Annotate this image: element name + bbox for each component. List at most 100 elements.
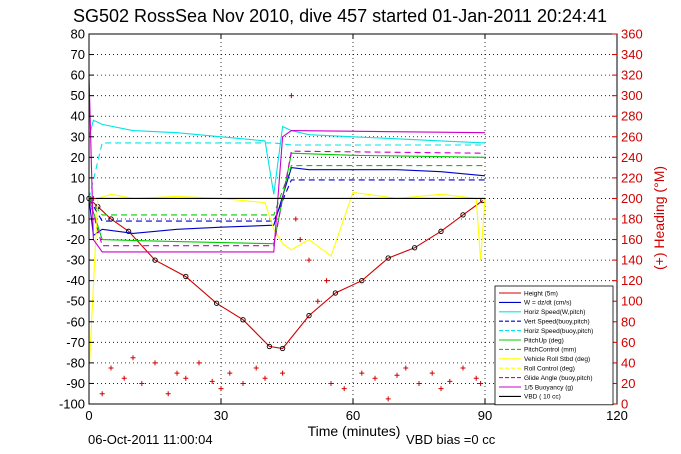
y2-tick-label: 0: [621, 397, 628, 412]
y-tick-label: -60: [66, 314, 85, 329]
heading-marker: [130, 355, 136, 361]
heading-marker: [394, 372, 400, 378]
y2-tick-label: 360: [621, 27, 643, 42]
y-tick-label: -70: [66, 335, 85, 350]
heading-marker: [99, 391, 105, 397]
legend-entry: Horiz Speed(W,pitch): [524, 309, 585, 316]
y2-tick-label: 120: [621, 273, 643, 288]
axis-layer: 0 30 60 90 12080706050403020100-10-20-30-40-…: [59, 27, 643, 424]
series-line-5: [89, 142, 485, 199]
series-line-3: [89, 119, 486, 195]
heading-marker: [174, 370, 180, 376]
heading-marker: [385, 396, 391, 402]
height-marker: [411, 245, 418, 251]
y-tick-label: -50: [66, 294, 85, 309]
heading-marker: [262, 375, 268, 381]
x-tick-label: 120: [606, 408, 628, 423]
heading-marker: [288, 93, 294, 99]
y-tick-label: 60: [71, 68, 85, 83]
y2-tick-label: 260: [621, 129, 643, 144]
height-marker: [279, 345, 286, 352]
heading-marker: [416, 380, 422, 386]
y-tick-label: 30: [71, 129, 85, 144]
y-tick-label: -40: [66, 273, 85, 288]
y2-tick-label: 80: [621, 314, 635, 329]
heading-marker: [306, 257, 312, 263]
series-line-7: [89, 165, 485, 216]
footer-vbd-bias: VBD bias =0 cc: [406, 432, 496, 447]
y2-tick-label: 140: [621, 253, 643, 268]
height-marker: [306, 312, 312, 319]
series-line-1: [89, 197, 484, 350]
heading-marker: [165, 391, 171, 397]
heading-marker: [280, 370, 286, 376]
height-marker: [460, 212, 466, 218]
legend-entry: Height (5m): [524, 290, 558, 297]
heading-marker: [341, 386, 347, 392]
x-tick-label: 60: [346, 408, 360, 423]
y2-tick-label: 240: [621, 150, 643, 165]
y2-tick-label: 100: [621, 294, 643, 309]
y-tick-label: -100: [59, 397, 85, 412]
y-tick-label: 40: [71, 109, 85, 124]
y2-tick-label: 40: [621, 355, 635, 370]
height-marker: [332, 290, 339, 296]
x-tick-label: 0: [85, 408, 92, 423]
heading-marker: [359, 370, 365, 376]
y2-tick-label: 60: [621, 335, 635, 350]
legend-entry: PitchUp (deg): [524, 337, 564, 344]
y-tick-label: 80: [71, 27, 85, 42]
y-tick-label: 70: [71, 47, 85, 62]
y2-tick-label: 280: [621, 109, 643, 124]
heading-marker: [403, 365, 409, 371]
heading-marker: [297, 237, 303, 243]
legend-entry: Vehicle Roll Stbd (deg): [524, 356, 590, 363]
height-marker: [438, 228, 444, 234]
y-tick-label: 50: [71, 88, 85, 103]
series-line-2: [89, 166, 486, 237]
y-tick-label: -90: [66, 376, 85, 391]
heading-layer: [90, 93, 484, 402]
heading-marker: [196, 360, 202, 366]
y2-tick-label: 160: [621, 232, 643, 247]
heading-marker: [473, 375, 479, 381]
legend-entry: W = dz/dt (cm/s): [524, 300, 572, 307]
heading-marker: [447, 378, 453, 384]
heading-marker: [139, 380, 145, 386]
y-tick-label: 10: [71, 170, 85, 185]
heading-marker: [152, 360, 158, 366]
heading-marker: [328, 380, 334, 386]
chart-title: SG502 RossSea Nov 2010, dive 457 started…: [73, 6, 607, 26]
legend-box: [494, 285, 614, 406]
legend-entry: 1/5 Buoyancy (g): [524, 384, 573, 391]
x-tick-label: 90: [478, 408, 492, 423]
heading-marker: [253, 365, 259, 371]
height-marker: [183, 273, 189, 280]
y2-tick-label: 180: [621, 212, 643, 227]
x-tick-label: 30: [214, 408, 228, 423]
heading-marker: [315, 298, 321, 304]
y2-axis-label: (+) Heading (°M): [651, 166, 667, 270]
legend: Height (5m) W = dz/dt (cm/s) Horiz Speed(W…: [494, 285, 614, 406]
heading-marker: [121, 375, 127, 381]
footer-timestamp: 06-Oct-2011 11:00:04: [88, 432, 213, 447]
height-marker: [359, 278, 365, 284]
legend-entry: PitchControl (mm): [524, 347, 576, 354]
heading-marker: [108, 365, 114, 371]
legend-entry: Glide Angle (buoy,pitch): [524, 375, 593, 382]
heading-marker: [438, 386, 444, 392]
heading-marker: [429, 370, 435, 376]
heading-marker: [209, 378, 215, 384]
height-marker: [152, 257, 158, 263]
y-tick-label: 20: [71, 150, 85, 165]
series-line-8: [89, 191, 486, 374]
y2-tick-label: 200: [621, 191, 643, 206]
legend-entry: Roll Control (deg): [524, 366, 575, 373]
legend-entry: Horiz Speed(buoy,pitch): [524, 328, 593, 335]
y2-tick-label: 20: [621, 376, 635, 391]
heading-marker: [240, 380, 246, 386]
height-marker: [240, 317, 246, 323]
y-tick-label: -80: [66, 355, 85, 370]
y2-tick-label: 300: [621, 88, 643, 103]
